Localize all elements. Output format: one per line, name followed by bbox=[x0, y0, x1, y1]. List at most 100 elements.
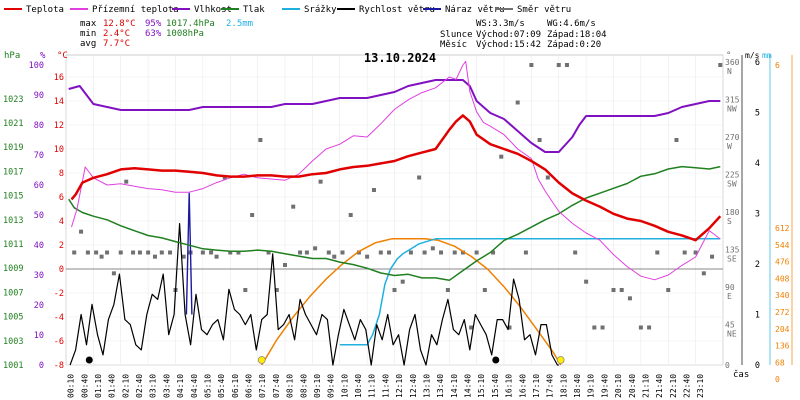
time-tick-label: 22:10 bbox=[669, 374, 678, 398]
pct-tick-label: 40 bbox=[34, 241, 44, 251]
c-tick-label: 2 bbox=[59, 241, 64, 251]
wind-direction-point bbox=[137, 250, 142, 255]
c-tick-label: 16 bbox=[54, 73, 64, 83]
pct-tick-label: 50 bbox=[34, 211, 44, 221]
time-tick-label: 04:10 bbox=[176, 374, 185, 398]
stat-max-press: 1017.4hPa bbox=[166, 19, 215, 29]
time-tick-label: 16:40 bbox=[518, 374, 527, 398]
wind-direction-point bbox=[340, 250, 345, 255]
pct-tick-label: 30 bbox=[34, 271, 44, 281]
stat-max-temp: 12.8°C bbox=[103, 19, 136, 29]
wind-direction-point bbox=[222, 175, 227, 180]
wind-direction-point bbox=[298, 250, 303, 255]
hpa-tick-label: 1011 bbox=[3, 240, 23, 250]
dir-axis-title: ° bbox=[726, 51, 731, 61]
mm-tick-label: 204 bbox=[775, 325, 790, 334]
wind-direction-point bbox=[655, 250, 660, 255]
temperature-line bbox=[70, 114, 722, 242]
series-layer bbox=[68, 60, 723, 366]
time-tick-label: 12:40 bbox=[409, 374, 418, 398]
wind-direction-point bbox=[146, 250, 151, 255]
hpa-tick-label: 1001 bbox=[3, 361, 23, 371]
hpa-tick-label: 1003 bbox=[3, 337, 23, 347]
info-ws: WS:3.3m/s bbox=[476, 19, 525, 29]
wind-direction-point bbox=[200, 250, 205, 255]
wind-gust-line bbox=[185, 192, 193, 315]
c-tick-label: -6 bbox=[54, 337, 64, 347]
wind-direction-point bbox=[556, 63, 561, 67]
mm-tick-label: 340 bbox=[775, 291, 790, 300]
wind-direction-point bbox=[365, 254, 370, 259]
time-tick-label: 08:10 bbox=[286, 374, 295, 398]
hpa-tick-label: 1007 bbox=[3, 288, 23, 298]
wind-direction-point bbox=[452, 250, 457, 255]
pct-tick-label: 0 bbox=[39, 361, 44, 371]
hpa-tick-label: 1019 bbox=[3, 143, 23, 153]
legend-label: Přízemní teplota bbox=[92, 5, 179, 15]
wind-direction-point bbox=[79, 229, 84, 234]
moon-rise-marker bbox=[492, 356, 500, 364]
wind-direction-point bbox=[422, 250, 427, 255]
wind-direction-point bbox=[99, 254, 104, 259]
stat-max-label: max bbox=[80, 19, 97, 29]
wind-direction-point bbox=[408, 250, 413, 255]
wind-direction-point bbox=[111, 271, 116, 276]
legend-label: Směr větru bbox=[517, 5, 571, 15]
c-axis-title: °C bbox=[57, 51, 68, 61]
mm-tick-label: 272 bbox=[775, 308, 790, 317]
pct-tick-label: 70 bbox=[34, 151, 44, 161]
wind-direction-point bbox=[85, 250, 90, 255]
grid bbox=[65, 55, 724, 366]
hpa-axis-title: hPa bbox=[4, 51, 20, 61]
wind-direction-point bbox=[159, 250, 164, 255]
legend-label: Tlak bbox=[243, 5, 265, 15]
hpa-tick-label: 1015 bbox=[3, 192, 23, 202]
time-tick-label: 22:40 bbox=[683, 374, 692, 398]
time-tick-label: 09:40 bbox=[327, 374, 336, 398]
stat-max-hum: 95% bbox=[145, 19, 162, 29]
wind-direction-point bbox=[228, 250, 233, 255]
wind-direction-point bbox=[313, 246, 318, 251]
wind-direction-point bbox=[718, 63, 723, 67]
time-tick-label: 21:10 bbox=[641, 374, 650, 398]
time-tick-label: 18:10 bbox=[559, 374, 568, 398]
time-tick-label: 03:40 bbox=[162, 374, 171, 398]
hpa-tick-label: 1017 bbox=[3, 167, 23, 177]
time-tick-label: 02:10 bbox=[121, 374, 130, 398]
wind-direction-point bbox=[474, 250, 479, 255]
chart-title: 13.10.2024 bbox=[364, 51, 436, 65]
time-tick-label: 11:10 bbox=[368, 374, 377, 398]
time-tick-label: 23:10 bbox=[696, 374, 705, 398]
c-tick-label: 4 bbox=[59, 217, 64, 227]
mm-tick-label: 68 bbox=[775, 358, 785, 367]
info-moon-label: Měsíc bbox=[440, 40, 467, 50]
time-tick-label: 05:10 bbox=[203, 374, 212, 398]
stat-min-label: min bbox=[80, 29, 96, 39]
c-tick-label: 6 bbox=[59, 193, 64, 203]
wind-direction-point bbox=[491, 250, 496, 255]
wind-direction-point bbox=[168, 250, 173, 255]
time-tick-label: 13:10 bbox=[422, 374, 431, 398]
wind-direction-point bbox=[710, 254, 715, 259]
time-tick-label: 15:40 bbox=[491, 374, 500, 398]
wind-direction-point bbox=[152, 254, 157, 259]
wind-speed-line bbox=[69, 223, 559, 366]
wind-direction-point bbox=[291, 204, 296, 209]
hpa-tick-label: 1021 bbox=[3, 119, 23, 129]
ms-tick-label: 0 bbox=[755, 361, 760, 371]
wind-direction-point bbox=[515, 100, 520, 105]
ground-temperature-line bbox=[71, 60, 721, 281]
wind-direction-point bbox=[378, 250, 383, 255]
wind-direction-point bbox=[545, 175, 550, 180]
wind-direction-point bbox=[460, 250, 465, 255]
wind-direction-point bbox=[326, 250, 331, 255]
mm-tick-label: 0 bbox=[775, 375, 780, 384]
stat-min-press: 1008hPa bbox=[166, 29, 204, 39]
rain-line bbox=[339, 238, 721, 346]
wind-direction-point bbox=[573, 250, 578, 255]
wind-direction-point bbox=[417, 175, 422, 180]
pct-tick-label: 80 bbox=[34, 121, 44, 131]
dir-tick-compass: NE bbox=[727, 330, 737, 339]
wind-direction-point bbox=[258, 138, 263, 142]
wind-direction-point bbox=[693, 250, 698, 255]
